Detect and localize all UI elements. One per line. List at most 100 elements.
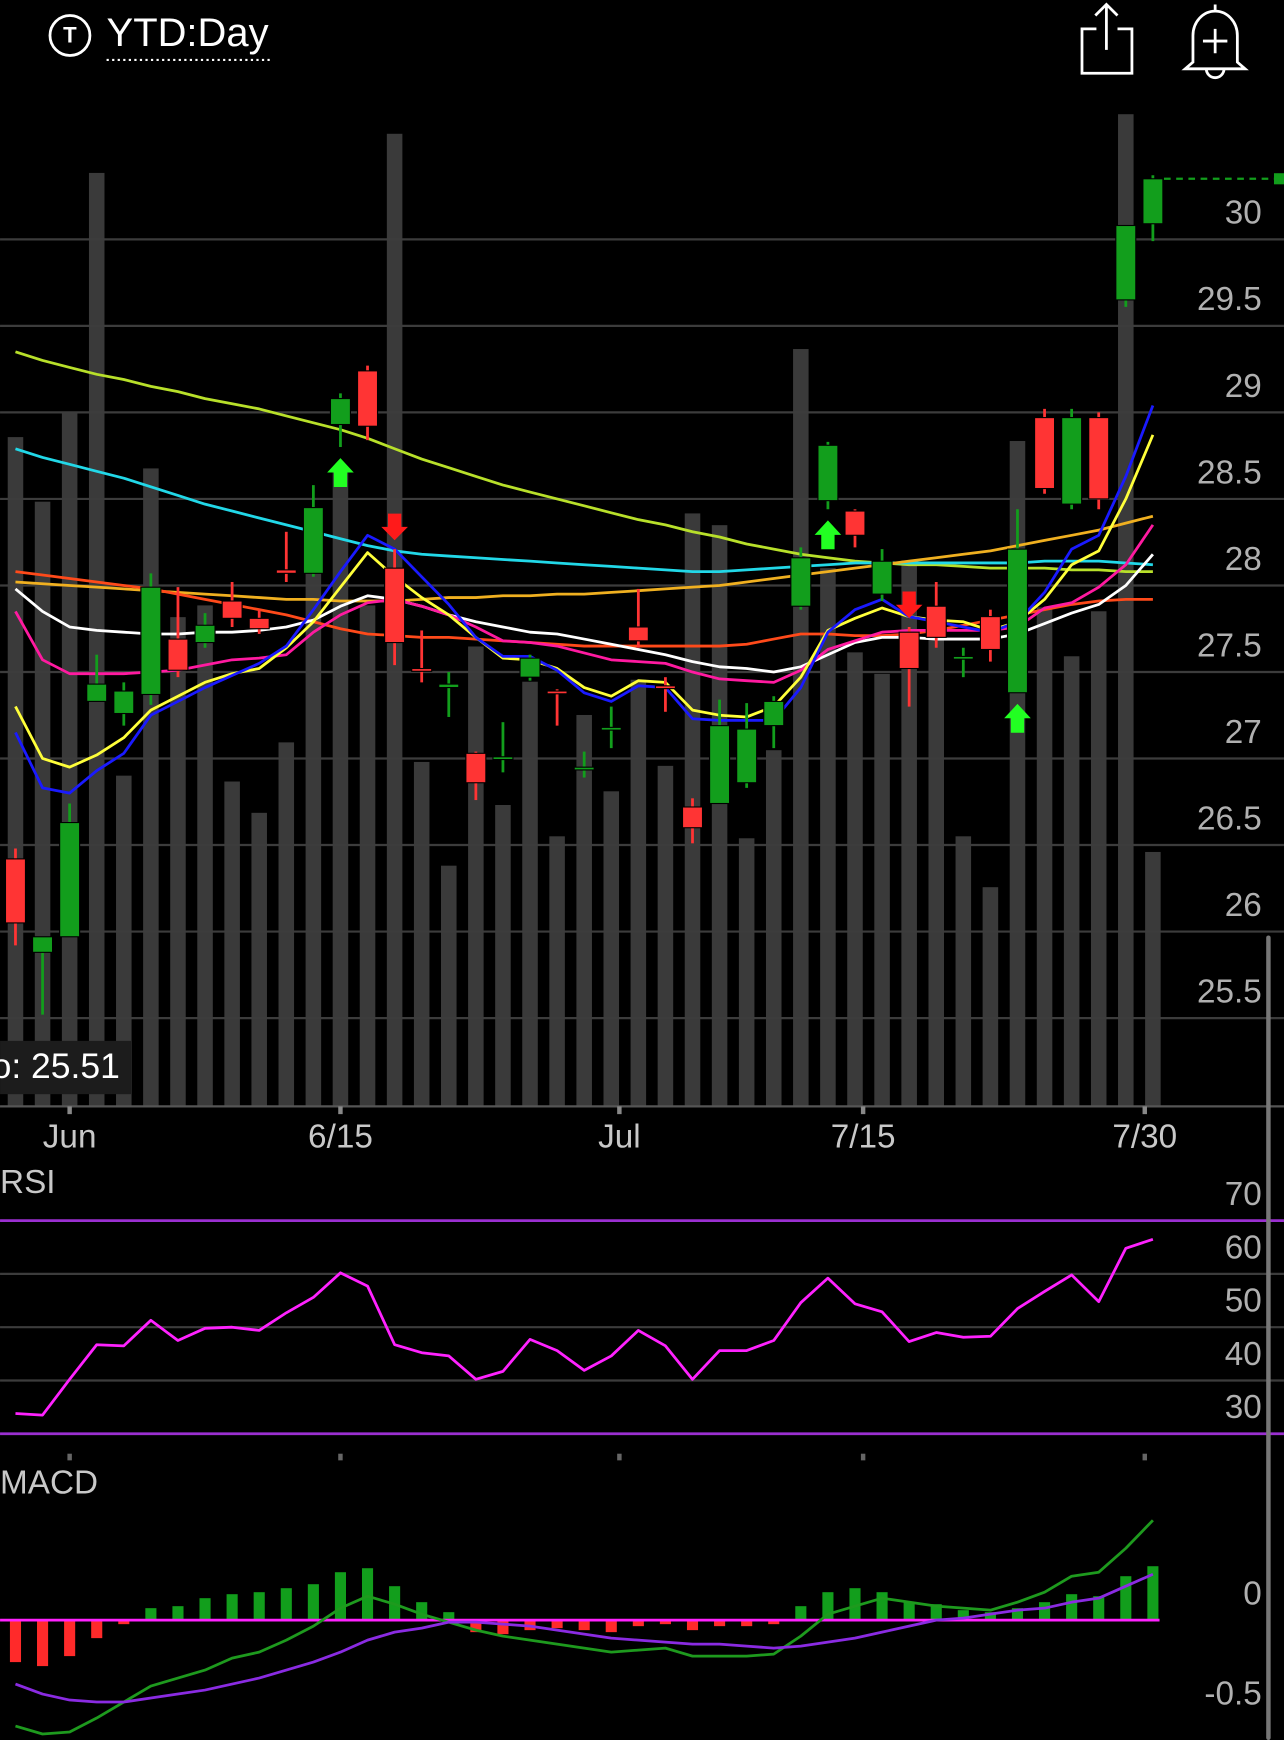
- macd-histogram-bar: [578, 1620, 590, 1631]
- annotation-box: [0, 1040, 131, 1095]
- candle-body: [681, 806, 704, 829]
- x-tick-label: Jun: [43, 1118, 97, 1155]
- candle-body: [221, 600, 243, 619]
- macd-histogram-bar: [957, 1610, 969, 1621]
- panel-title: RSI: [0, 1164, 55, 1201]
- share-button[interactable]: [1080, 2, 1134, 75]
- candle-body: [438, 683, 460, 689]
- macd-histogram-bar: [605, 1620, 617, 1633]
- volume-bar: [224, 781, 240, 1107]
- volume-bar: [901, 560, 917, 1107]
- volume-bar: [1118, 114, 1134, 1107]
- volume-bar: [170, 617, 186, 1107]
- macd-histogram-bar: [686, 1620, 699, 1631]
- macd-histogram-bar: [1066, 1594, 1078, 1621]
- moving-average-line: [14, 404, 1155, 795]
- volume-bar: [793, 349, 809, 1107]
- macd-histogram-bar: [118, 1620, 130, 1625]
- timeframe-title[interactable]: YTD:Day: [107, 11, 269, 55]
- volume-bar: [495, 805, 511, 1107]
- macd-histogram-bar: [443, 1612, 455, 1621]
- moving-average-line: [14, 524, 1155, 684]
- candle-body: [194, 624, 216, 644]
- macd-histogram-bar: [903, 1602, 915, 1621]
- y-tick-label: 27: [1225, 714, 1262, 751]
- candle-body: [898, 631, 920, 670]
- candle-body: [411, 667, 433, 672]
- y-tick-label: 30: [1225, 1389, 1262, 1426]
- volume-bar: [630, 679, 647, 1107]
- sell-signal-arrow: [381, 513, 408, 541]
- candle-body: [1006, 548, 1029, 694]
- buy-signal-arrow: [327, 458, 354, 487]
- volume-bar: [1090, 611, 1107, 1107]
- macd-histogram-bar: [416, 1602, 428, 1621]
- y-tick-label: 26: [1225, 887, 1262, 924]
- candle-body: [952, 655, 974, 660]
- volume-bar: [820, 568, 836, 1107]
- macd-histogram-bar: [145, 1608, 157, 1621]
- candle-body: [817, 444, 839, 502]
- y-tick-label: 28.5: [1197, 454, 1262, 491]
- volume-bar: [522, 681, 538, 1107]
- annotation-text: Lo: 25.51: [0, 1046, 120, 1086]
- volume-bar: [197, 605, 213, 1107]
- volume-bar: [441, 865, 457, 1107]
- candle-body: [465, 752, 487, 784]
- candle-body: [844, 510, 866, 536]
- candle-body: [546, 690, 568, 695]
- macd-histogram-bar: [1039, 1602, 1051, 1621]
- candle-body: [763, 700, 785, 727]
- y-tick-label: 28: [1225, 541, 1262, 578]
- candle-body: [32, 936, 54, 953]
- y-tick-label: 25.5: [1197, 973, 1262, 1010]
- candle-body: [356, 370, 379, 427]
- macd-histogram-bar: [659, 1620, 671, 1625]
- volume-bar: [1063, 656, 1080, 1107]
- volume-bar: [738, 838, 755, 1107]
- macd-histogram-bar: [632, 1620, 644, 1627]
- volume-bar: [305, 532, 322, 1107]
- candle-body: [573, 766, 595, 771]
- candle-body: [329, 397, 351, 426]
- macd-histogram-bar: [253, 1592, 265, 1621]
- candle-body: [736, 728, 758, 784]
- volume-bar: [603, 791, 620, 1107]
- macd-histogram-bar: [551, 1620, 563, 1629]
- volume-bar: [468, 646, 484, 1107]
- x-tick-label: 7/30: [1112, 1118, 1177, 1155]
- macd-histogram-bar: [984, 1612, 996, 1621]
- candle-body: [871, 560, 893, 595]
- volume-bar: [7, 437, 24, 1107]
- macd-histogram-bar: [334, 1572, 347, 1621]
- macd-histogram-bar: [930, 1604, 942, 1621]
- candle-body: [709, 725, 731, 805]
- candle-body: [654, 685, 676, 690]
- volume-bar: [1145, 851, 1161, 1107]
- scrollbar[interactable]: [1266, 935, 1271, 1740]
- y-tick-label: -0.5: [1204, 1675, 1261, 1712]
- volume-bar: [413, 761, 430, 1107]
- volume-bar: [657, 765, 674, 1107]
- macd-histogram-bar: [849, 1588, 861, 1621]
- candle-body: [1088, 417, 1110, 500]
- moving-average-line: [15, 350, 1153, 573]
- macd-histogram-bar: [470, 1620, 482, 1633]
- panel-title: MACD: [0, 1465, 98, 1502]
- symbol-button[interactable]: T: [48, 14, 92, 57]
- macd-line: [15, 1519, 1154, 1736]
- candle-body: [790, 557, 812, 607]
- y-tick-label: 30: [1225, 195, 1262, 232]
- share-arrow: [1094, 2, 1119, 50]
- x-tick-label: Jul: [598, 1118, 641, 1155]
- candle-body: [1142, 178, 1164, 225]
- alert-button[interactable]: [1181, 4, 1249, 80]
- macd-histogram-bar: [9, 1620, 22, 1663]
- x-tick-label: 7/15: [831, 1118, 896, 1155]
- candle-body: [86, 683, 108, 702]
- bell-clapper: [1204, 68, 1226, 80]
- moving-average-line: [15, 447, 1153, 573]
- volume-bar: [928, 621, 945, 1107]
- buy-signal-arrow: [1004, 703, 1031, 733]
